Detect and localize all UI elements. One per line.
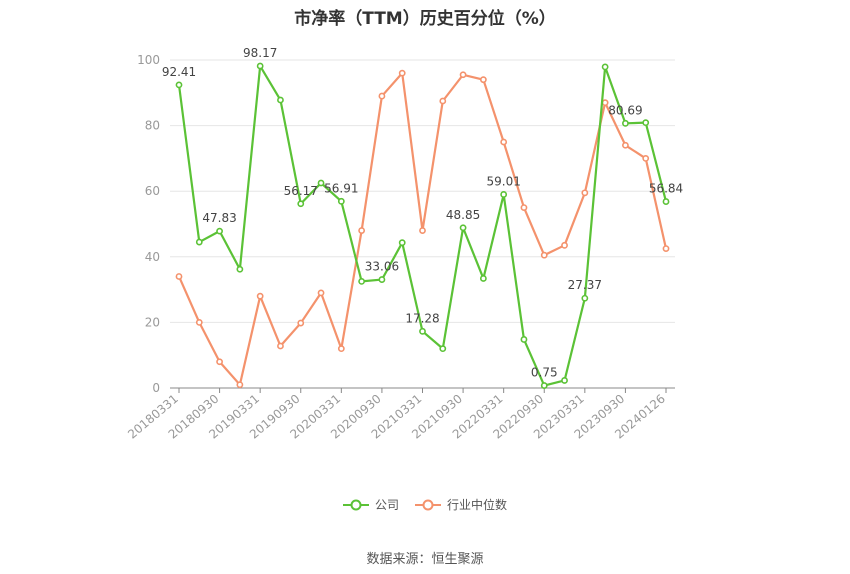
legend-industry-marker-icon [415, 499, 441, 510]
data-point-industry [277, 342, 284, 350]
y-tick-label: 40 [145, 250, 160, 264]
data-point-company [236, 265, 244, 273]
data-point-company [479, 275, 487, 282]
data-label: 17.28 [405, 311, 439, 325]
data-label: 98.17 [243, 46, 277, 60]
data-point-industry [642, 154, 650, 162]
data-point-company [561, 377, 568, 384]
data-point-industry [540, 251, 548, 259]
data-point-company [175, 81, 183, 89]
data-point-company [398, 239, 406, 247]
data-point-company [459, 224, 467, 232]
data-point-industry [398, 69, 406, 77]
data-label: 0.75 [531, 366, 558, 380]
legend-industry-label: 行业中位数 [447, 498, 508, 512]
data-point-company [520, 336, 528, 343]
data-point-company [581, 294, 589, 302]
data-label: 59.01 [486, 174, 520, 188]
grid-layer [170, 59, 675, 323]
data-point-industry [256, 292, 264, 300]
y-tick-label: 20 [145, 315, 160, 329]
data-point-industry [236, 381, 244, 389]
series-layer [175, 62, 670, 389]
data-label: 80.69 [608, 103, 642, 117]
data-point-industry [439, 97, 447, 105]
data-point-industry [622, 141, 629, 149]
y-tick-label: 80 [145, 119, 160, 133]
y-tick-label: 100 [137, 53, 160, 67]
data-label: 27.37 [568, 278, 602, 292]
data-label: 47.83 [202, 211, 236, 225]
legend-company-label: 公司 [374, 498, 399, 512]
data-source-footer: 数据来源：恒生聚源 [366, 552, 484, 567]
legend-item-industry[interactable]: 行业中位数 [415, 496, 507, 513]
data-point-industry [358, 227, 366, 234]
data-label: 56.84 [649, 182, 683, 196]
data-label: 56.91 [324, 181, 358, 195]
data-point-company [601, 63, 609, 71]
data-point-industry [479, 76, 487, 84]
data-point-industry [601, 99, 609, 107]
data-point-industry [337, 345, 345, 353]
data-point-company [277, 96, 284, 104]
data-point-company [378, 276, 386, 283]
data-point-company [337, 197, 345, 205]
data-point-company [500, 191, 508, 198]
data-point-industry [520, 204, 528, 211]
data-label: 33.06 [365, 260, 399, 274]
data-point-company [195, 238, 203, 246]
data-point-company [256, 62, 264, 70]
data-point-industry [317, 289, 325, 297]
data-point-industry [662, 245, 670, 252]
data-point-company [419, 327, 426, 335]
data-label: 48.85 [446, 208, 480, 222]
y-tick-label: 60 [145, 184, 160, 198]
data-point-industry [561, 241, 568, 249]
legend: 公司 行业中位数 [0, 496, 850, 513]
data-point-company [439, 345, 447, 353]
legend-item-company[interactable]: 公司 [342, 496, 399, 513]
data-point-industry [419, 227, 426, 234]
data-point-company [662, 198, 670, 205]
data-point-company [642, 119, 650, 127]
data-point-company [540, 382, 548, 389]
y-tick-label: 0 [152, 381, 160, 395]
data-label-layer: 92.41 47.83 98.17 56.17 56.91 33.06 17.28 48.85… [162, 46, 683, 380]
data-point-company [358, 277, 366, 285]
data-point-company [216, 227, 223, 235]
data-point-industry [500, 138, 508, 146]
legend-company-marker-icon [342, 499, 369, 510]
data-point-industry [378, 92, 386, 100]
data-point-industry [216, 358, 223, 366]
data-point-company [622, 119, 629, 127]
data-point-industry [297, 319, 305, 327]
data-point-industry [581, 189, 589, 197]
chart-title: 市净率（TTM）历史百分位（%） [294, 9, 556, 29]
data-point-industry [195, 318, 203, 326]
data-point-industry [175, 273, 183, 280]
data-point-company [317, 179, 325, 187]
data-point-industry [459, 71, 467, 79]
data-label: 56.17 [284, 184, 318, 198]
data-point-company [297, 200, 305, 208]
data-label: 92.41 [162, 65, 196, 79]
